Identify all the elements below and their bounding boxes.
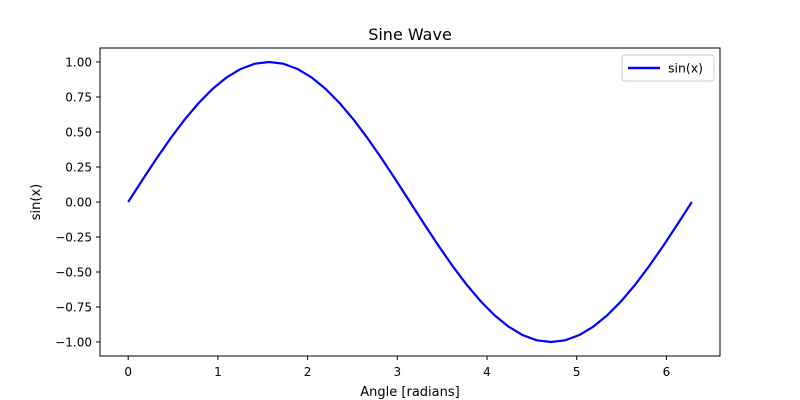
y-axis-label: sin(x) bbox=[29, 184, 44, 220]
y-tick-label: −0.50 bbox=[55, 265, 92, 279]
y-tick-label: −0.75 bbox=[55, 300, 92, 314]
y-tick-label: −0.25 bbox=[55, 230, 92, 244]
x-tick-label: 4 bbox=[483, 365, 491, 379]
x-tick-label: 5 bbox=[573, 365, 581, 379]
x-tick-label: 6 bbox=[663, 365, 671, 379]
series-layer bbox=[127, 60, 693, 344]
x-axis-ticks: 0 1 2 3 4 5 6 bbox=[124, 356, 670, 379]
x-axis-label: Angle [radians] bbox=[360, 385, 459, 400]
x-tick-label: 3 bbox=[393, 365, 401, 379]
y-axis-ticks: −1.00 −0.75 −0.50 −0.25 0.00 0.25 0.50 0.75 1.00 bbox=[55, 55, 100, 349]
y-tick-label: 0.00 bbox=[65, 195, 92, 209]
chart-title: Sine Wave bbox=[368, 25, 452, 44]
x-tick-label: 2 bbox=[304, 365, 312, 379]
y-tick-label: 0.75 bbox=[65, 90, 92, 104]
y-tick-label: −1.00 bbox=[55, 335, 92, 349]
legend-label-sin: sin(x) bbox=[668, 61, 703, 76]
x-tick-label: 1 bbox=[214, 365, 222, 379]
legend: sin(x) bbox=[621, 54, 715, 82]
legend-box bbox=[621, 54, 715, 82]
x-tick-label: 0 bbox=[124, 365, 132, 379]
y-tick-label: 0.25 bbox=[65, 160, 92, 174]
series-line-0 bbox=[127, 60, 693, 344]
y-tick-label: 0.50 bbox=[65, 125, 92, 139]
y-tick-label: 1.00 bbox=[65, 55, 92, 69]
